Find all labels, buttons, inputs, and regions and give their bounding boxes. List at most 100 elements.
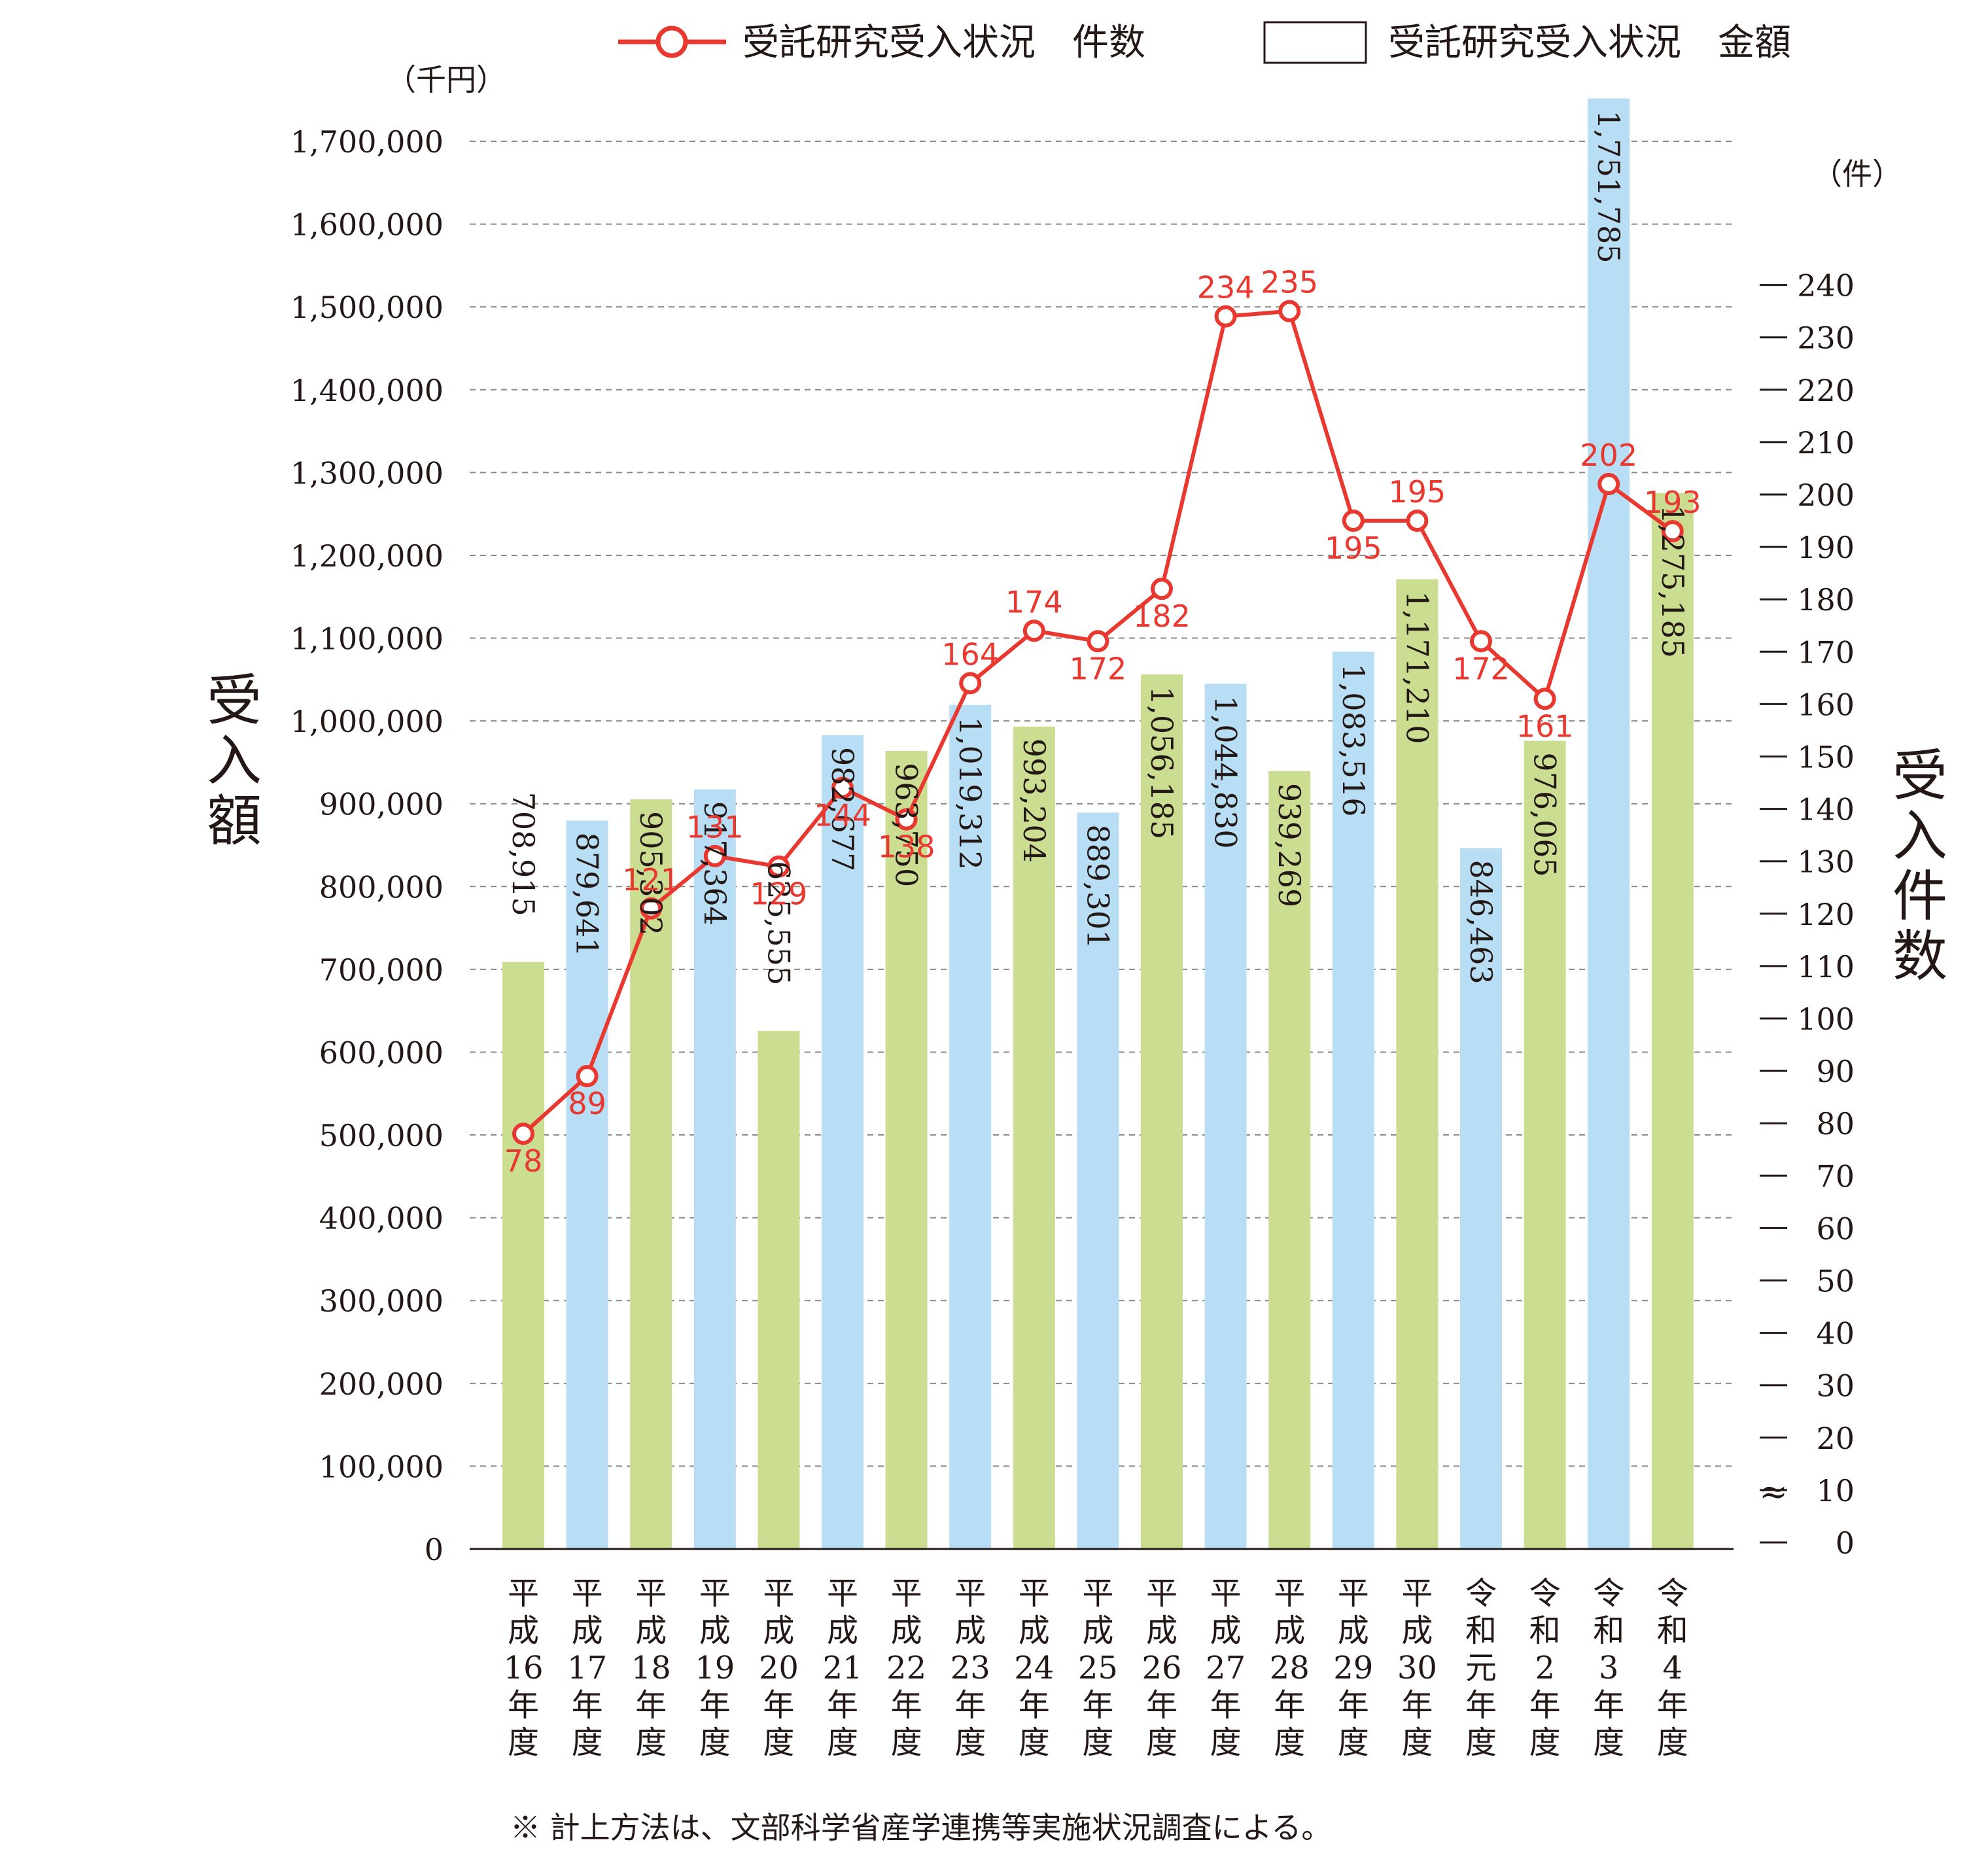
count-value-label: 89 bbox=[568, 1086, 606, 1121]
legend-label-amount: 受託研究受入状況 金額 bbox=[1388, 22, 1791, 64]
x-tick-label: 18 bbox=[631, 1650, 671, 1686]
x-tick-label: 平 bbox=[508, 1575, 539, 1612]
bar bbox=[1651, 493, 1694, 1549]
y2-tick-label: 180 bbox=[1797, 582, 1855, 617]
count-point bbox=[640, 897, 663, 920]
count-point bbox=[1533, 687, 1556, 710]
y-tick-label: 1,600,000 bbox=[290, 207, 444, 243]
count-value-label: 78 bbox=[504, 1143, 543, 1179]
y2-tick-label: 0 bbox=[1836, 1525, 1855, 1561]
y2-axis-title-char: 数 bbox=[1892, 924, 1947, 988]
count-point bbox=[767, 855, 790, 878]
x-tick-label: 和 bbox=[1657, 1612, 1688, 1649]
x-tick-label: 28 bbox=[1270, 1650, 1310, 1686]
x-tick-label: 度 bbox=[508, 1724, 539, 1761]
bar bbox=[885, 751, 928, 1549]
x-tick-label: 度 bbox=[954, 1724, 986, 1761]
x-tick-label: 年 bbox=[508, 1687, 539, 1724]
bar-value-label: 708,915 bbox=[506, 792, 541, 916]
bar-value-label: 889,301 bbox=[1080, 824, 1115, 948]
bar bbox=[1141, 674, 1183, 1549]
x-tick-label: 年 bbox=[763, 1687, 794, 1724]
x-tick-label: 成 bbox=[1019, 1612, 1050, 1649]
count-value-label: 131 bbox=[686, 810, 744, 845]
count-value-label: 182 bbox=[1133, 599, 1191, 634]
count-value-label: 234 bbox=[1197, 270, 1255, 305]
y-tick-label: 1,200,000 bbox=[290, 538, 444, 574]
bar-value-label: 1,751,785 bbox=[1591, 110, 1626, 263]
x-tick-label: 平 bbox=[827, 1575, 858, 1612]
y2-axis-title-char: 件 bbox=[1892, 864, 1947, 928]
bar bbox=[758, 1031, 800, 1549]
bars bbox=[502, 98, 1694, 1549]
y-tick-label: 1,100,000 bbox=[290, 621, 444, 657]
count-point bbox=[1022, 619, 1045, 642]
x-tick-label: 度 bbox=[1593, 1724, 1624, 1761]
y-tick-label: 1,400,000 bbox=[290, 373, 444, 408]
y2-tick-label: 100 bbox=[1797, 1001, 1855, 1037]
x-tick-label: 度 bbox=[1338, 1724, 1369, 1761]
x-tick-label: 度 bbox=[1529, 1724, 1561, 1761]
x-tick-label: 平 bbox=[1082, 1575, 1113, 1612]
count-point bbox=[703, 844, 726, 867]
y-axis-title: 受入額 bbox=[207, 669, 262, 853]
y2-tick-label: 210 bbox=[1797, 425, 1855, 461]
x-tick-label: 平 bbox=[699, 1575, 731, 1612]
x-tick-label: 年 bbox=[1210, 1687, 1242, 1724]
y-tick-label: 0 bbox=[425, 1532, 444, 1567]
y2-tick-label: 170 bbox=[1797, 635, 1855, 670]
x-tick-label: 成 bbox=[763, 1612, 794, 1649]
bar-value-label: 1,083,516 bbox=[1336, 663, 1371, 816]
x-tick-label: 度 bbox=[699, 1724, 731, 1761]
y2-tick-label: 190 bbox=[1797, 530, 1855, 565]
x-tick-label: 17 bbox=[567, 1650, 607, 1686]
bar bbox=[1460, 848, 1502, 1549]
y-tick-label: 100,000 bbox=[319, 1449, 444, 1484]
x-tick-label: 年 bbox=[827, 1687, 858, 1724]
x-tick-label: 年 bbox=[699, 1687, 731, 1724]
count-point bbox=[1406, 510, 1429, 532]
bar bbox=[1524, 740, 1566, 1549]
y2-axis-unit: （件） bbox=[1812, 156, 1902, 192]
x-tick-label: 成 bbox=[891, 1612, 922, 1649]
bar-value-label: 963,750 bbox=[889, 763, 924, 887]
y-tick-label: 1,500,000 bbox=[290, 290, 444, 325]
x-tick-label: 元 bbox=[1465, 1650, 1497, 1686]
x-tick-label: 度 bbox=[572, 1724, 603, 1761]
x-tick-label: 度 bbox=[1274, 1724, 1305, 1761]
y2-tick-label: 230 bbox=[1797, 321, 1855, 356]
bar-value-label: 993,204 bbox=[1017, 739, 1052, 863]
x-tick-label: 成 bbox=[699, 1612, 731, 1649]
bar-value-label: 905,302 bbox=[633, 811, 669, 935]
y2-tick-label: 110 bbox=[1797, 949, 1855, 984]
y-axis-title-char: 受 bbox=[207, 669, 262, 733]
count-value-label: 129 bbox=[750, 877, 807, 912]
count-value-label: 138 bbox=[878, 829, 935, 865]
bar bbox=[502, 962, 544, 1549]
count-value-label: 193 bbox=[1644, 485, 1701, 520]
y2-tick-label: 50 bbox=[1816, 1264, 1855, 1299]
x-tick-label: 令 bbox=[1593, 1575, 1624, 1612]
bar bbox=[630, 799, 672, 1549]
legend-box-swatch bbox=[1263, 21, 1367, 64]
y-tick-label: 800,000 bbox=[319, 869, 444, 905]
x-tick-label: 年 bbox=[635, 1687, 667, 1724]
bar-value-label: 982,677 bbox=[825, 747, 860, 871]
bar-value-label: 917,364 bbox=[697, 801, 733, 926]
y2-tick-label: 220 bbox=[1797, 373, 1855, 408]
count-value-label: 144 bbox=[814, 798, 871, 833]
x-tick-label: 30 bbox=[1397, 1650, 1437, 1686]
x-tick-label: 令 bbox=[1529, 1575, 1561, 1612]
y2-tick-label: 90 bbox=[1816, 1054, 1855, 1089]
count-value-label: 174 bbox=[1005, 584, 1063, 619]
y2-axis-title-char: 入 bbox=[1892, 804, 1947, 868]
x-tick-label: 令 bbox=[1657, 1575, 1688, 1612]
y2-tick-label: 30 bbox=[1816, 1368, 1855, 1404]
data-labels: 708,915 879,641 905,302 917,364 625,555 982,6… bbox=[504, 110, 1701, 1179]
x-tick-label: 年 bbox=[1338, 1687, 1369, 1724]
x-tick-label: 2 bbox=[1535, 1650, 1555, 1686]
count-line bbox=[512, 300, 1684, 1145]
y-tick-label: 500,000 bbox=[319, 1118, 444, 1153]
